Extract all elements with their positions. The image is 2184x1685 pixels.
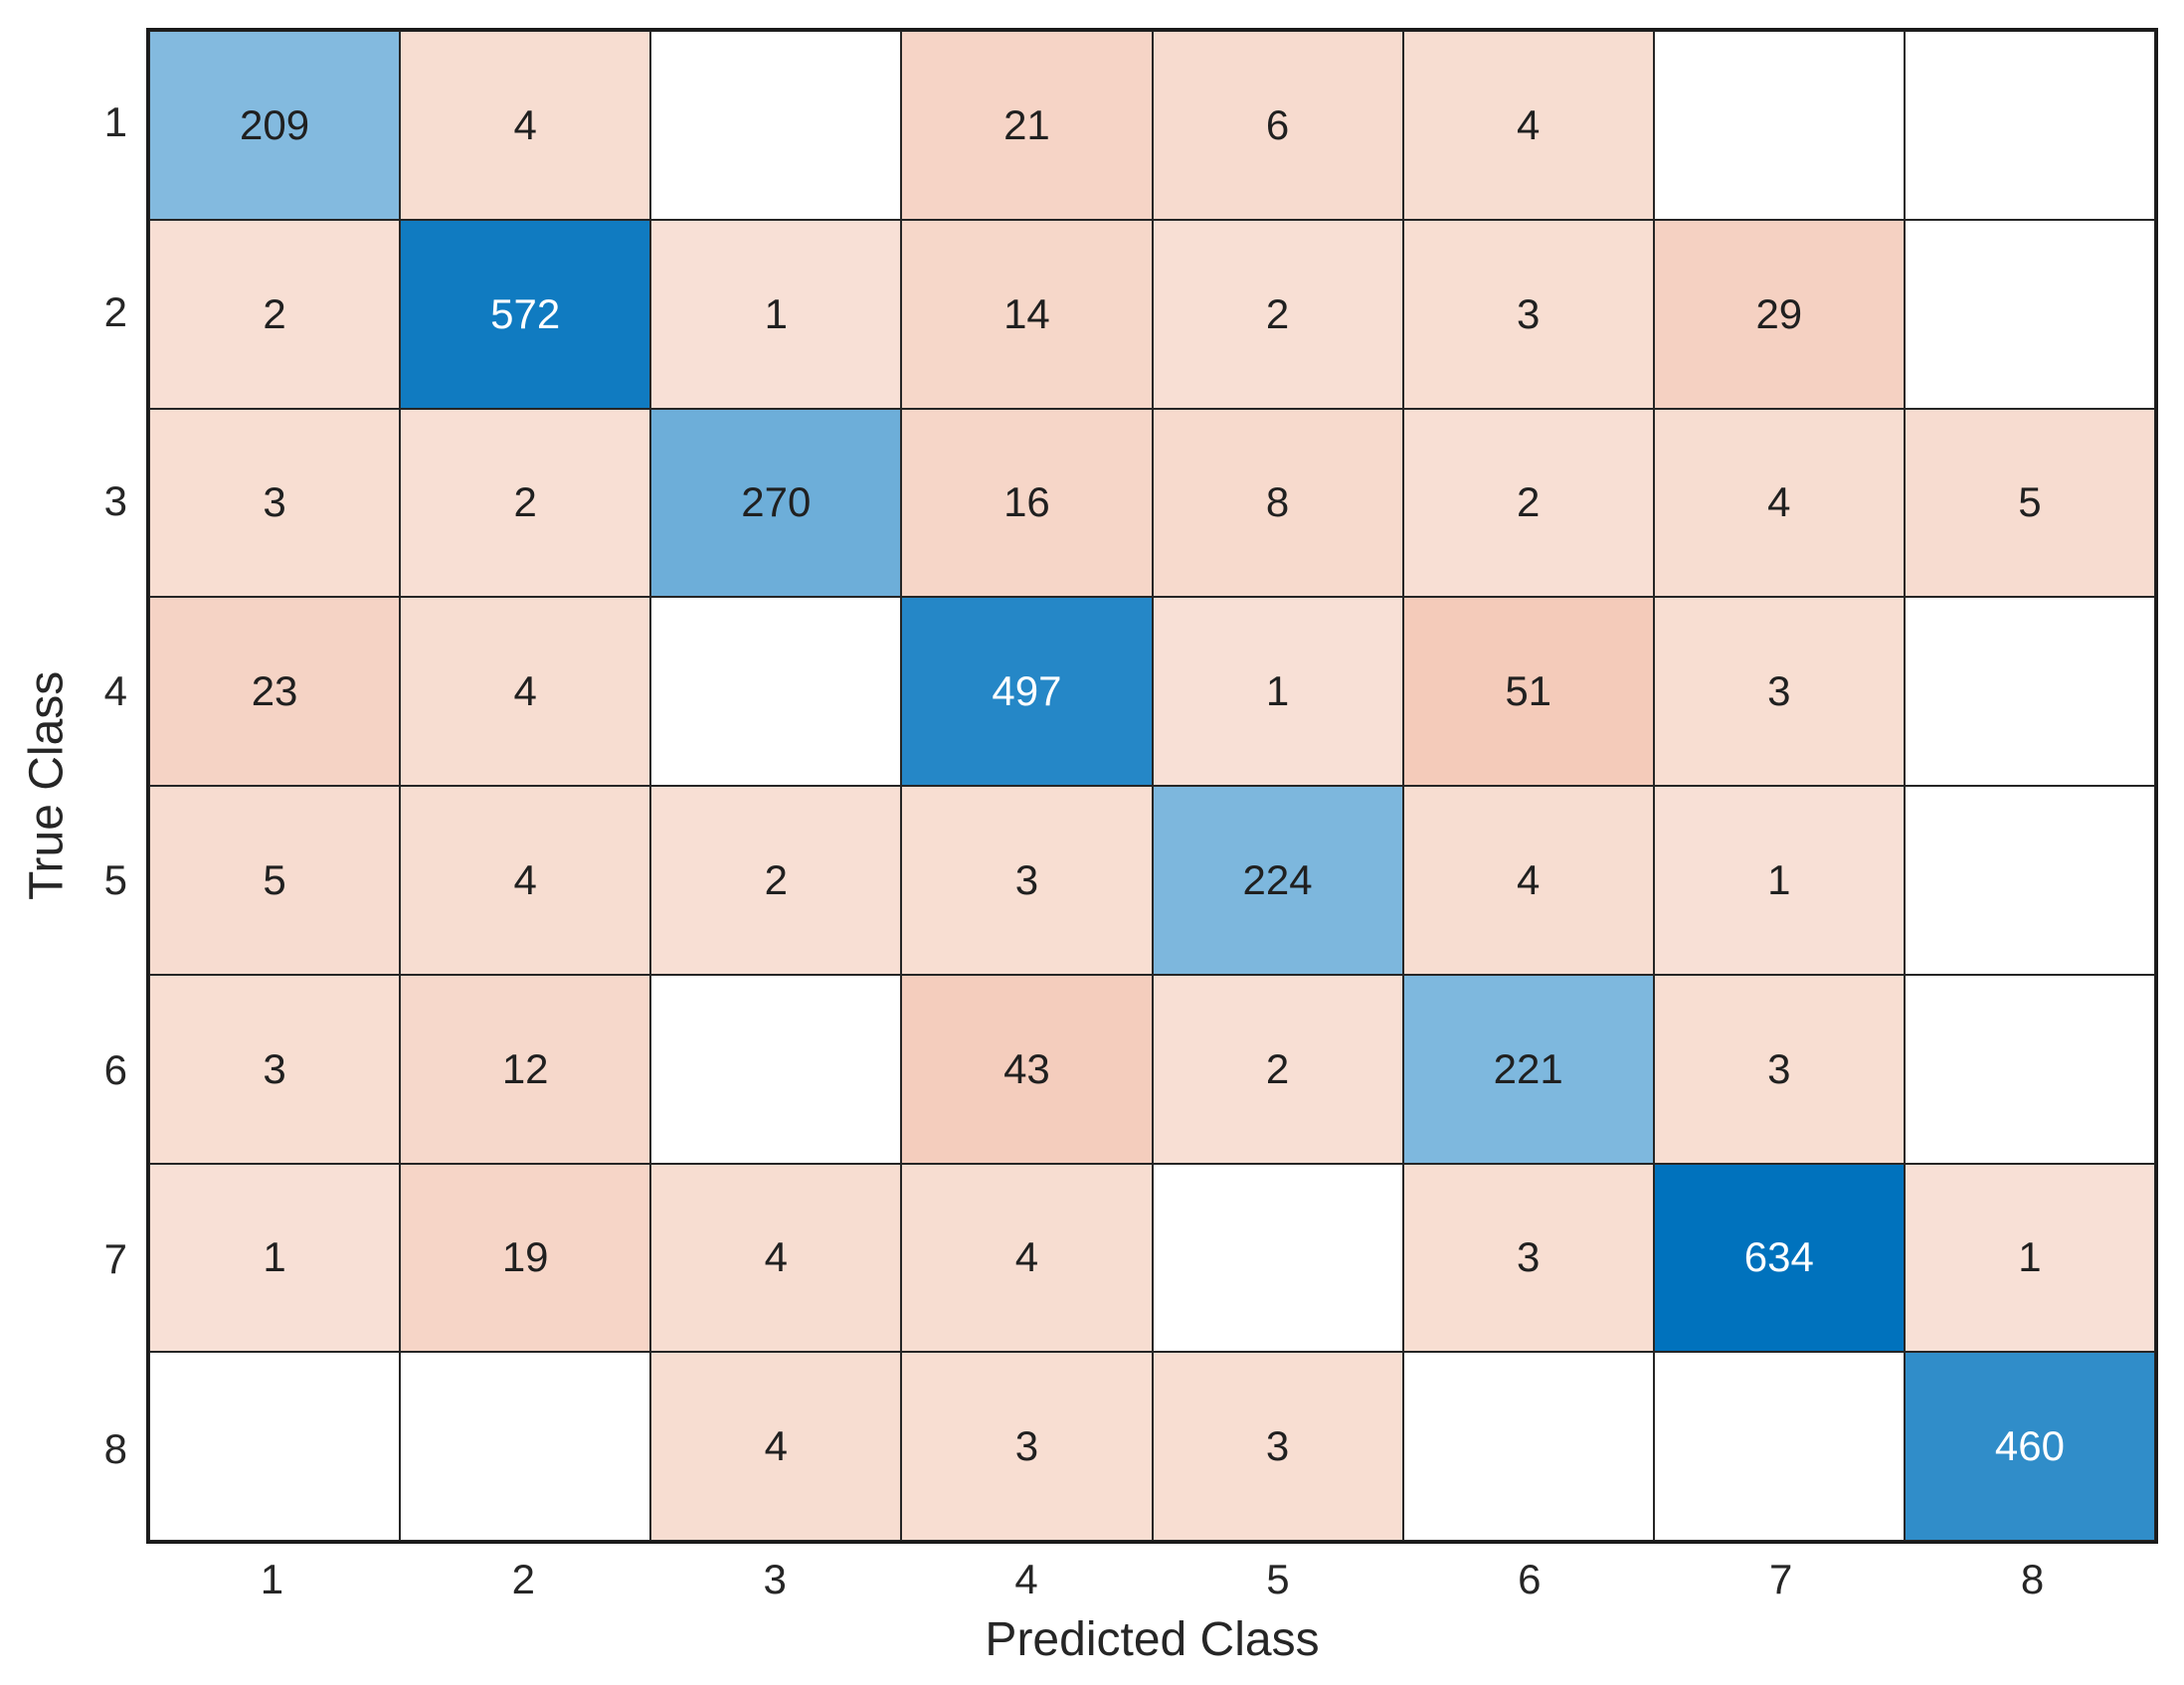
matrix-cell [1402, 1352, 1654, 1541]
matrix-cell: 12 [400, 974, 651, 1164]
matrix-cell [1653, 31, 1905, 220]
x-tick-label: 6 [1518, 1556, 1542, 1602]
matrix-cell: 6 [1152, 31, 1403, 220]
matrix-cell-diagonal: 221 [1402, 974, 1654, 1164]
matrix-cell: 3 [1402, 1163, 1654, 1353]
matrix-cell: 3 [149, 974, 401, 1164]
y-tick-label: 2 [103, 287, 127, 335]
matrix-cell: 4 [650, 1352, 902, 1541]
x-tick-label: 1 [260, 1556, 284, 1602]
matrix-cell: 8 [1152, 408, 1403, 598]
matrix-cell: 4 [650, 1163, 902, 1353]
x-tick-label: 8 [2020, 1556, 2045, 1602]
y-tick-label: 4 [103, 666, 127, 714]
matrix-cell [400, 1352, 651, 1541]
y-tick-label: 1 [103, 98, 127, 146]
matrix-cell: 1 [1904, 1163, 2155, 1353]
y-tick-label: 7 [103, 1235, 127, 1283]
x-tick-label: 2 [511, 1556, 535, 1602]
matrix-cell-diagonal: 209 [149, 31, 401, 220]
y-axis-ticks: 1 2 3 4 5 6 7 8 [0, 28, 127, 1544]
matrix-grid: 209 4 21 6 4 2 572 1 14 2 3 29 3 2 270 16 8 2 4 5 23 4 497 1 51 3… [146, 28, 2158, 1544]
matrix-cell: 43 [901, 974, 1153, 1164]
matrix-cell: 3 [1653, 974, 1905, 1164]
matrix-cell [1904, 219, 2155, 409]
matrix-cell: 2 [1402, 408, 1654, 598]
matrix-cell [149, 1352, 401, 1541]
matrix-cell: 2 [1152, 219, 1403, 409]
x-tick-label: 3 [763, 1556, 787, 1602]
matrix-cell [1653, 1352, 1905, 1541]
y-tick-label: 5 [103, 856, 127, 904]
matrix-cell: 3 [901, 786, 1153, 975]
matrix-cell [1904, 974, 2155, 1164]
matrix-cell: 23 [149, 597, 401, 786]
matrix-cell: 2 [1152, 974, 1403, 1164]
matrix-cell: 2 [650, 786, 902, 975]
matrix-cell: 4 [1402, 786, 1654, 975]
x-axis-title: Predicted Class [985, 1612, 1320, 1666]
matrix-cell: 14 [901, 219, 1153, 409]
y-tick-label: 3 [103, 477, 127, 525]
matrix-cell-diagonal: 634 [1653, 1163, 1905, 1353]
matrix-cell-diagonal: 460 [1904, 1352, 2155, 1541]
matrix-cell [1904, 786, 2155, 975]
x-tick-label: 7 [1769, 1556, 1793, 1602]
matrix-cell: 4 [400, 31, 651, 220]
matrix-cell [650, 974, 902, 1164]
matrix-cell-diagonal: 270 [650, 408, 902, 598]
matrix-cell: 4 [1653, 408, 1905, 598]
matrix-cell [650, 31, 902, 220]
matrix-cell [650, 597, 902, 786]
matrix-cell: 2 [400, 408, 651, 598]
matrix-cell [1904, 597, 2155, 786]
matrix-cell: 1 [1653, 786, 1905, 975]
matrix-cell: 5 [1904, 408, 2155, 598]
matrix-cell: 4 [400, 786, 651, 975]
matrix-cell-diagonal: 224 [1152, 786, 1403, 975]
matrix-cell: 4 [901, 1163, 1153, 1353]
matrix-cell [1904, 31, 2155, 220]
matrix-cell: 19 [400, 1163, 651, 1353]
matrix-cell: 3 [1653, 597, 1905, 786]
matrix-cell [1152, 1163, 1403, 1353]
matrix-cell-diagonal: 497 [901, 597, 1153, 786]
matrix-cell: 3 [1152, 1352, 1403, 1541]
matrix-cell: 5 [149, 786, 401, 975]
x-tick-label: 4 [1014, 1556, 1038, 1602]
matrix-cell: 1 [1152, 597, 1403, 786]
x-tick-label: 5 [1266, 1556, 1290, 1602]
matrix-cell: 2 [149, 219, 401, 409]
matrix-cell: 3 [1402, 219, 1654, 409]
matrix-cell: 29 [1653, 219, 1905, 409]
y-tick-label: 8 [103, 1424, 127, 1472]
matrix-cell: 3 [149, 408, 401, 598]
matrix-cell: 21 [901, 31, 1153, 220]
matrix-cell: 1 [650, 219, 902, 409]
x-axis-ticks: 1 2 3 4 5 6 7 8 [146, 1552, 2158, 1607]
y-tick-label: 6 [103, 1045, 127, 1093]
matrix-cell: 51 [1402, 597, 1654, 786]
matrix-cell: 16 [901, 408, 1153, 598]
matrix-cell: 4 [1402, 31, 1654, 220]
matrix-cell-diagonal: 572 [400, 219, 651, 409]
matrix-cell: 1 [149, 1163, 401, 1353]
matrix-cell: 4 [400, 597, 651, 786]
matrix-cell: 3 [901, 1352, 1153, 1541]
